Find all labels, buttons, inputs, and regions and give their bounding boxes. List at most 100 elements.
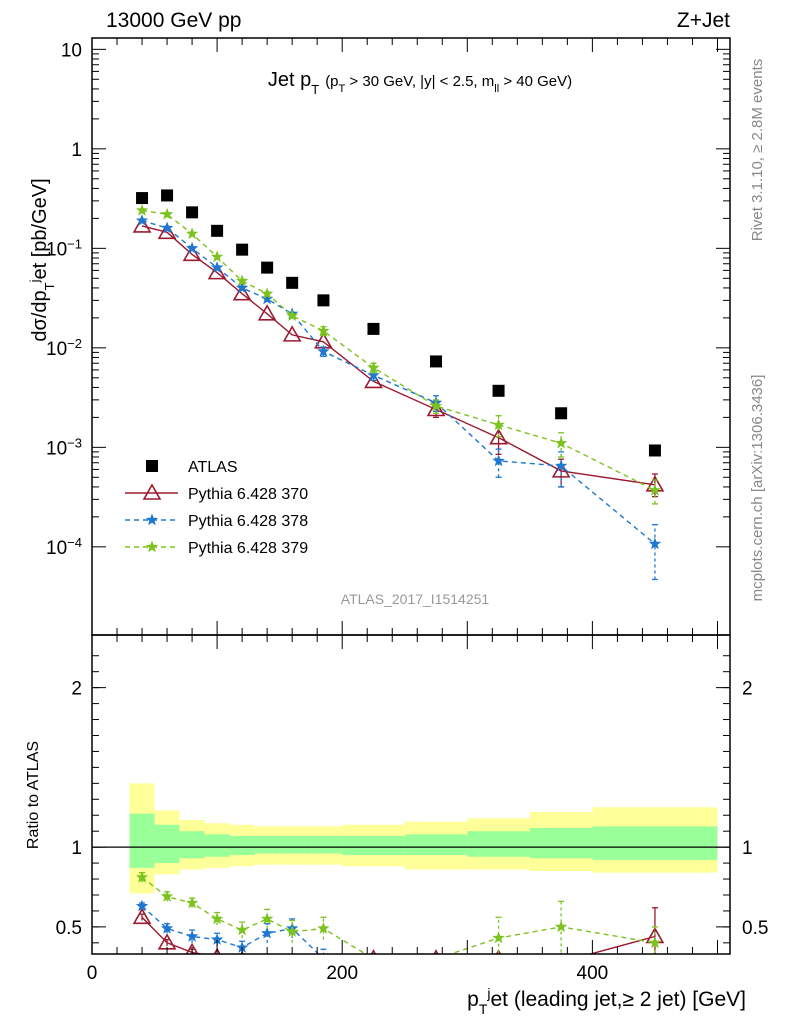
data-point bbox=[211, 224, 224, 237]
uncertainty-band-inner bbox=[404, 834, 468, 856]
legend-marker bbox=[142, 483, 162, 500]
data-point bbox=[136, 192, 149, 205]
ratio-point bbox=[492, 931, 505, 944]
rivet-side-label: Rivet 3.1.10, ≥ 2.8M events bbox=[749, 59, 766, 242]
uncertainty-band-inner bbox=[254, 835, 280, 854]
ratio-point bbox=[261, 912, 274, 925]
series-atlas bbox=[136, 189, 661, 457]
ratio-point bbox=[266, 952, 269, 954]
x-tick-label: 0 bbox=[87, 963, 98, 984]
data-point bbox=[554, 436, 568, 449]
uncertainty-band-inner bbox=[279, 835, 305, 854]
x-axis-label: pTjet (leading jet,≥ 2 jet) [GeV] bbox=[467, 985, 746, 1017]
data-point bbox=[186, 206, 199, 219]
ratio-y-tick-label: 1 bbox=[71, 838, 82, 859]
ratio-point bbox=[160, 922, 174, 934]
data-point bbox=[317, 324, 330, 337]
data-point bbox=[286, 276, 299, 289]
data-point bbox=[429, 399, 443, 412]
mcplots-side-label: mcplots.cern.ch [arXiv:1306.3436] bbox=[749, 375, 766, 602]
ratio-y-tick-label-right: 2 bbox=[742, 679, 753, 700]
data-point bbox=[261, 261, 274, 274]
data-point bbox=[367, 368, 380, 381]
data-point bbox=[182, 244, 202, 262]
main-panel: Jet pT (pT > 30 GeV, |y| < 2.5, mll > 40 … bbox=[27, 37, 731, 636]
data-point bbox=[364, 371, 383, 389]
main-y-tick-label: 10−2 bbox=[46, 335, 82, 360]
ratio-point bbox=[210, 933, 224, 945]
header-left-label: 13000 GeV pp bbox=[106, 9, 241, 32]
data-point bbox=[492, 418, 505, 431]
ratio-y-tick-label-right: 0.5 bbox=[742, 918, 768, 939]
data-point bbox=[317, 344, 330, 357]
uncertainty-band-inner bbox=[129, 813, 155, 868]
legend-label: Pythia 6.428 370 bbox=[188, 486, 308, 503]
data-point bbox=[261, 292, 274, 305]
ratio-point bbox=[135, 870, 149, 883]
data-point bbox=[135, 214, 149, 226]
data-point bbox=[210, 250, 224, 263]
main-y-tick-label: 10−3 bbox=[46, 435, 82, 460]
series-pythia-6.428-379 bbox=[135, 204, 662, 505]
ratio-point bbox=[135, 899, 149, 912]
ratio-point bbox=[373, 953, 374, 954]
data-point bbox=[367, 361, 380, 374]
data-point bbox=[232, 284, 252, 301]
data-point bbox=[430, 355, 443, 368]
data-point bbox=[185, 227, 199, 240]
main-y-tick-label: 10−4 bbox=[46, 534, 82, 559]
data-point bbox=[261, 287, 274, 299]
ratio-point bbox=[160, 890, 174, 902]
uncertainty-band-inner bbox=[154, 824, 180, 864]
series-line bbox=[141, 225, 656, 486]
ratio-point bbox=[261, 926, 274, 939]
data-point bbox=[648, 483, 662, 496]
data-point bbox=[555, 407, 568, 420]
legend: ATLAS Pythia 6.428 370 Pythia 6.428 378 Pyt… bbox=[125, 459, 308, 557]
watermark-label: ATLAS_2017_I1514251 bbox=[341, 591, 490, 607]
uncertainty-band-inner bbox=[179, 831, 205, 859]
ratio-point bbox=[185, 930, 199, 942]
ratio-series-pythia-6.428-379 bbox=[135, 870, 662, 954]
uncertainty-band-inner bbox=[304, 835, 343, 854]
uncertainty-band-inner bbox=[229, 835, 255, 856]
data-point bbox=[648, 537, 662, 550]
data-point bbox=[286, 309, 299, 321]
legend-marker bbox=[146, 460, 158, 472]
data-point bbox=[492, 384, 505, 397]
data-point bbox=[489, 428, 508, 445]
ratio-point bbox=[317, 922, 330, 934]
uncertainty-band-inner bbox=[204, 834, 230, 857]
data-point bbox=[648, 444, 661, 457]
header-right-label: Z+Jet bbox=[677, 9, 730, 32]
ratio-point bbox=[561, 953, 562, 954]
ratio-point bbox=[185, 942, 199, 954]
ratio-panel: 0.5 0.5 1 1 2 2 0 200 400 Ratio to ATLAS pTjet (… bbox=[25, 634, 768, 1017]
legend-label: Pythia 6.428 379 bbox=[188, 540, 308, 557]
series-line bbox=[141, 209, 656, 491]
ratio-frame bbox=[91, 634, 731, 955]
ratio-point bbox=[492, 968, 504, 980]
data-point bbox=[207, 263, 227, 280]
ratio-point bbox=[495, 949, 502, 954]
data-point bbox=[235, 281, 249, 294]
ratio-point bbox=[210, 912, 224, 925]
data-point bbox=[135, 204, 149, 216]
data-point bbox=[236, 243, 249, 256]
data-point bbox=[185, 241, 199, 254]
ratio-point bbox=[235, 923, 249, 936]
uncertainty-band-inner bbox=[342, 835, 405, 856]
ratio-point bbox=[648, 936, 662, 949]
data-point bbox=[367, 322, 380, 335]
ratio-y-tick-label: 0.5 bbox=[56, 918, 82, 939]
data-point bbox=[317, 294, 330, 307]
data-point bbox=[554, 459, 568, 472]
uncertainty-band-inner bbox=[529, 827, 593, 859]
data-point bbox=[235, 274, 249, 287]
ratio-point bbox=[286, 925, 299, 937]
ratio-y-tick-label: 2 bbox=[71, 679, 82, 700]
main-title: Jet pT (pT > 30 GeV, |y| < 2.5, mll > 40 … bbox=[268, 69, 572, 97]
data-point bbox=[132, 216, 152, 233]
data-point bbox=[160, 207, 174, 220]
